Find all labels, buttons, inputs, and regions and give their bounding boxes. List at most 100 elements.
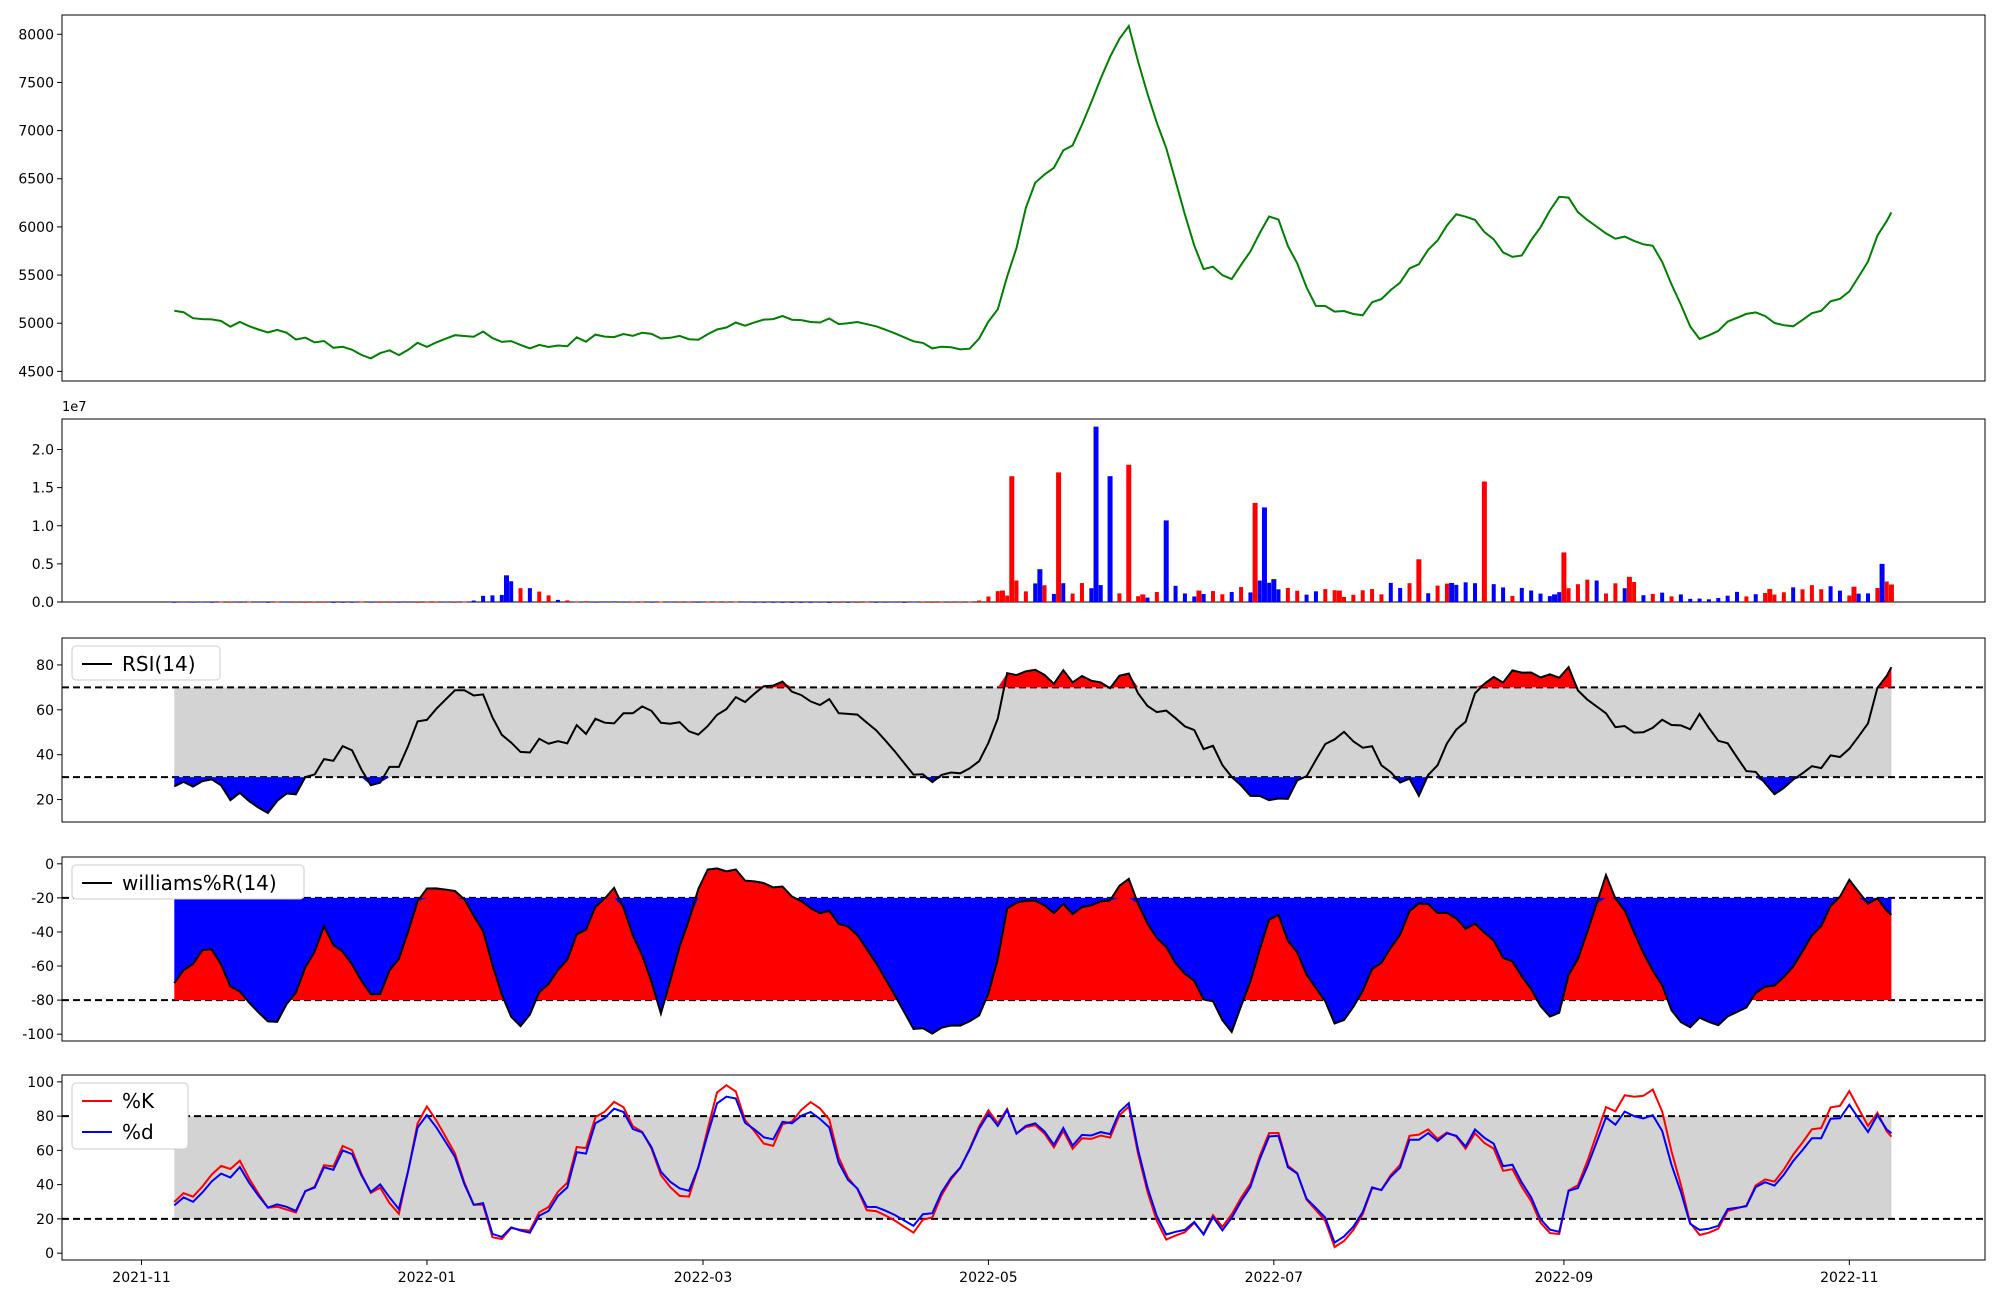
volume-bar <box>1252 502 1258 602</box>
volume-bar <box>1641 595 1646 602</box>
volume-bar <box>434 601 439 603</box>
volume-bar <box>1426 593 1431 602</box>
volume-bar <box>696 601 701 603</box>
neutral-band <box>174 1116 1892 1219</box>
volume-bar <box>1851 586 1857 602</box>
series-line-RSI(14) <box>173 665 1893 815</box>
volume-bar <box>733 601 738 603</box>
panel-frame <box>61 418 1986 603</box>
volume-bar <box>630 601 635 603</box>
volume-bar <box>1182 593 1187 602</box>
y-tick-label: -100 <box>22 1027 54 1043</box>
volume-bar <box>1800 589 1805 602</box>
volume-bar <box>1107 476 1113 602</box>
volume-bar <box>1481 481 1487 602</box>
volume-bar <box>1809 585 1814 602</box>
volume-bar <box>574 601 579 603</box>
volume-bar <box>780 601 785 603</box>
volume-bar <box>1566 588 1571 602</box>
oversold-fill <box>174 897 1892 1034</box>
volume-bar <box>1117 593 1122 602</box>
volume-bar <box>499 594 504 602</box>
volume-bar <box>1192 596 1197 602</box>
y-tick-label: 80 <box>36 658 54 674</box>
volume-bar <box>1557 592 1562 602</box>
volume-bar <box>1697 598 1702 602</box>
legend: williams%R(14) <box>71 864 305 900</box>
y-tick-label: 60 <box>36 1143 54 1159</box>
volume-bar <box>1613 583 1618 602</box>
volume-bar <box>537 591 542 602</box>
volume-bar <box>1342 596 1346 602</box>
volume-bar <box>621 601 626 603</box>
volume-bar <box>948 601 953 603</box>
volume-bar <box>424 601 429 603</box>
volume-bar <box>219 601 224 603</box>
volume-bar <box>761 601 766 603</box>
legend-label: RSI(14) <box>122 652 196 676</box>
volume-bar <box>1271 579 1277 602</box>
volume-bar <box>846 601 851 603</box>
volume-bar <box>1163 520 1169 602</box>
volume-bar <box>481 595 486 602</box>
volume-bar <box>705 601 710 603</box>
volume-bar <box>1037 569 1043 602</box>
volume-bar <box>1014 580 1019 602</box>
volume-bar <box>1276 589 1281 602</box>
volume-bar <box>855 601 860 603</box>
volume-bar <box>256 601 261 603</box>
volume-bar <box>172 601 177 603</box>
y-tick-label: 2.0 <box>32 443 54 459</box>
y-tick-label: 5500 <box>18 268 54 284</box>
volume-bar <box>1009 476 1015 602</box>
volume-bar <box>275 601 280 603</box>
y-tick-label: -40 <box>31 925 54 941</box>
volume-bar <box>509 581 514 602</box>
y-tick-label: 60 <box>36 703 54 719</box>
x-tick-label: 2022-05 <box>959 1270 1018 1286</box>
volume-bar <box>1023 591 1028 602</box>
y-tick-label: 0 <box>45 1246 54 1262</box>
volume-bar <box>368 601 373 603</box>
volume-bar <box>546 595 551 602</box>
volume-bar <box>471 600 476 602</box>
volume-bar <box>350 601 355 603</box>
volume-bar <box>503 575 509 602</box>
y-tick-label: 40 <box>36 748 54 764</box>
volume-bar <box>612 601 617 603</box>
volume-bar <box>247 601 252 603</box>
volume-bar <box>1379 594 1384 602</box>
volume-bar <box>1332 590 1337 602</box>
volume-bar <box>1267 582 1272 602</box>
volume-bar <box>1056 472 1062 602</box>
volume-bar <box>1604 593 1609 602</box>
volume-bar <box>1313 591 1318 602</box>
volume-bar <box>462 601 467 603</box>
y-tick-label: 5000 <box>18 316 54 332</box>
volume-bar <box>1519 587 1524 602</box>
volume-bar <box>1449 582 1455 602</box>
volume-bar <box>1538 593 1543 602</box>
volume-bar <box>1879 563 1885 602</box>
volume-bar <box>1650 593 1655 602</box>
volume-bar <box>1285 587 1290 602</box>
volume-bar <box>1239 587 1244 602</box>
volume-bar <box>322 601 327 603</box>
volume-bar <box>1622 588 1627 602</box>
volume-bar <box>920 601 925 603</box>
volume-bar <box>902 601 907 603</box>
volume-bar <box>1473 583 1478 602</box>
y-tick-label: 6000 <box>18 220 54 236</box>
volume-bar <box>284 601 289 603</box>
volume-bar <box>986 596 991 602</box>
volume-bar <box>1295 590 1300 602</box>
legend: RSI(14) <box>71 645 221 681</box>
y-tick-label: 0.5 <box>32 557 54 573</box>
volume-bar <box>1547 596 1552 602</box>
overbought-fill <box>174 667 1892 688</box>
volume-bar <box>1735 591 1740 602</box>
volume-bar <box>378 601 383 603</box>
volume-bar <box>228 601 233 603</box>
volume-bar <box>265 601 270 603</box>
volume-bar <box>1575 584 1580 602</box>
